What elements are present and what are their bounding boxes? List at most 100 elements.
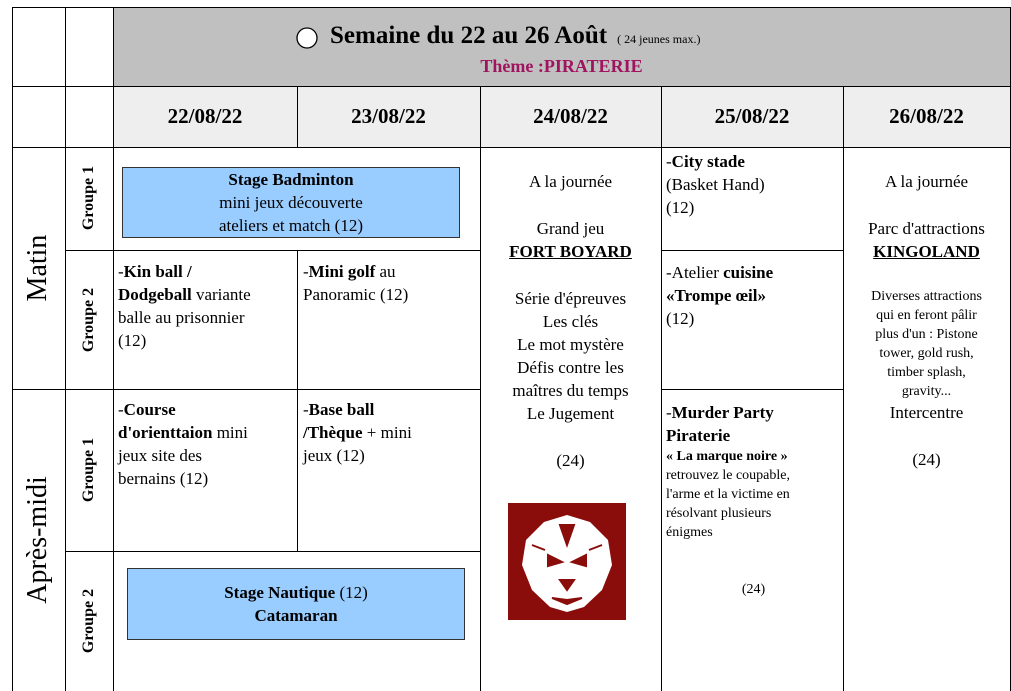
- text-block: Série d'épreuves Les clés Le mot mystère Dé…: [480, 287, 661, 425]
- activity-text: (12): [335, 583, 368, 602]
- text-line: Défis contre les: [480, 356, 661, 379]
- activity-text: bernains (12): [118, 469, 209, 488]
- text-line: énigmes: [666, 523, 841, 542]
- text-line: Stage Nautique (12): [128, 581, 464, 604]
- text-line: (12): [666, 307, 841, 330]
- text-line: -Atelier cuisine: [666, 261, 841, 284]
- activity-text: mini jeux découverte: [219, 193, 363, 212]
- text-block: -City stade (Basket Hand) (12): [666, 150, 841, 219]
- activity-cell: -City stade (Basket Hand) (12): [666, 150, 841, 219]
- text-line: résolvant plusieurs: [666, 504, 841, 523]
- activity-text: Kin ball /: [123, 262, 192, 281]
- activity-text: -: [666, 152, 672, 171]
- activity-text: Catamaran: [254, 606, 338, 625]
- text-line: -Base ball: [303, 398, 477, 421]
- activity-text: (12): [666, 198, 695, 217]
- text-line: Piraterie: [666, 424, 841, 447]
- group-label: Groupe 1: [80, 165, 97, 231]
- activity-text: /Thèque: [303, 423, 363, 442]
- activity-text: plus d'un : Pistone: [875, 327, 978, 342]
- text-block: -Murder Party Piraterie « La marque noire …: [666, 401, 841, 542]
- text-line: l'arme et la victime en: [666, 485, 841, 504]
- text-line: Dodgeball variante: [118, 283, 294, 306]
- activity-cell: -Mini golf au Panoramic (12): [303, 260, 477, 306]
- activity-text: «Trompe œil»: [666, 286, 766, 305]
- text-line: Les clés: [480, 310, 661, 333]
- activity-text: mini: [212, 423, 248, 442]
- header-band: [113, 7, 1010, 86]
- text-line: bernains (12): [118, 467, 294, 490]
- activity-text: Stage Nautique: [224, 583, 336, 602]
- activity-text: tower, gold rush,: [879, 346, 974, 361]
- text-line: -City stade: [666, 150, 841, 173]
- activity-text: (Basket Hand): [666, 175, 765, 194]
- text-line: -Course: [118, 398, 294, 421]
- text-line: « La marque noire »: [666, 447, 841, 466]
- text-line: (Basket Hand): [666, 173, 841, 196]
- text-line: ateliers et match (12): [123, 214, 459, 237]
- header-note: ( 24 jeunes max.): [617, 32, 701, 46]
- activity-text: d'orienttaion: [118, 423, 213, 442]
- text-line: timber splash,: [843, 363, 1010, 382]
- activity-text: variante: [191, 285, 251, 304]
- period-label: Matin: [22, 234, 53, 302]
- activity-cell: -Murder Party Piraterie « La marque noire …: [666, 401, 841, 599]
- text-line: Le Jugement: [480, 402, 661, 425]
- activity-text: gravity...: [901, 384, 952, 399]
- text-block: -Base ball/Thèque + mini jeux (12): [303, 398, 477, 467]
- text-line: A la journée: [480, 170, 661, 193]
- activity-text: City stade: [671, 152, 745, 171]
- activity-text: (24): [912, 450, 941, 469]
- activity-cell: -Atelier cuisine «Trompe œil» (12): [666, 261, 841, 330]
- text-block: (24): [843, 448, 1010, 471]
- text-line: balle au prisonnier: [118, 306, 294, 329]
- text-block: -Course d'orienttaion mini jeux site des be…: [118, 398, 294, 490]
- activity-text: retrouvez le coupable,: [666, 468, 790, 483]
- date-header: 25/08/22: [714, 104, 790, 128]
- text-line: gravity...: [843, 382, 1010, 401]
- radio-icon: [296, 27, 318, 49]
- text-block: Stage Nautique (12) Catamaran: [128, 581, 464, 627]
- activity-text: Dodgeball: [118, 285, 192, 304]
- text-line: KINGOLAND: [843, 240, 1010, 263]
- text-line: Série d'épreuves: [480, 287, 661, 310]
- activity-text: Défis contre les: [517, 358, 624, 377]
- text-line: Stage Badminton: [123, 168, 459, 191]
- date-header: 22/08/22: [167, 104, 243, 128]
- activity-text: A la journée: [884, 172, 969, 191]
- activity-text: Panoramic (12): [303, 285, 409, 304]
- text-block: -Kin ball / Dodgeball variante balle au pr…: [118, 260, 294, 352]
- date-header: 23/08/22: [351, 104, 426, 128]
- group-label: Groupe 1: [80, 437, 97, 503]
- text-line: jeux (12): [303, 444, 477, 467]
- activity-text: Murder Party: [671, 403, 774, 422]
- text-line: -Mini golf au: [303, 260, 477, 283]
- period-label: Après-midi: [22, 476, 53, 604]
- activity-text: jeux site des: [118, 446, 203, 465]
- text-block: A la journée: [843, 170, 1010, 193]
- activity-text: jeux (12): [303, 446, 365, 465]
- text-line: Parc d'attractions: [843, 217, 1010, 240]
- activity-text: Grand jeu: [536, 219, 605, 238]
- activity-text: FORT BOYARD: [509, 242, 632, 261]
- text-line: -Murder Party: [666, 401, 841, 424]
- group-label: Groupe 2: [80, 287, 97, 353]
- activity-text: (24): [741, 582, 766, 597]
- activity-text: Le mot mystère: [517, 335, 624, 354]
- text-line: plus d'un : Pistone: [843, 325, 1010, 344]
- text-block: A la journée: [480, 170, 661, 193]
- text-line: Panoramic (12): [303, 283, 477, 306]
- text-line: jeux site des: [118, 444, 294, 467]
- activity-text: -: [303, 400, 309, 419]
- activity-text: l'arme et la victime en: [666, 487, 790, 502]
- activity-text: cuisine: [723, 263, 774, 282]
- text-block: -Atelier cuisine «Trompe œil» (12): [666, 261, 841, 330]
- tiger-icon: [508, 503, 626, 620]
- text-line: A la journée: [843, 170, 1010, 193]
- text-block: Diverses attractions qui en feront pâlir p…: [843, 287, 1010, 424]
- activity-text: ateliers et match (12): [219, 216, 363, 235]
- text-line: d'orienttaion mini: [118, 421, 294, 444]
- text-line: mini jeux découverte: [123, 191, 459, 214]
- date-header: 24/08/22: [533, 104, 608, 128]
- activity-text: Le Jugement: [526, 404, 615, 423]
